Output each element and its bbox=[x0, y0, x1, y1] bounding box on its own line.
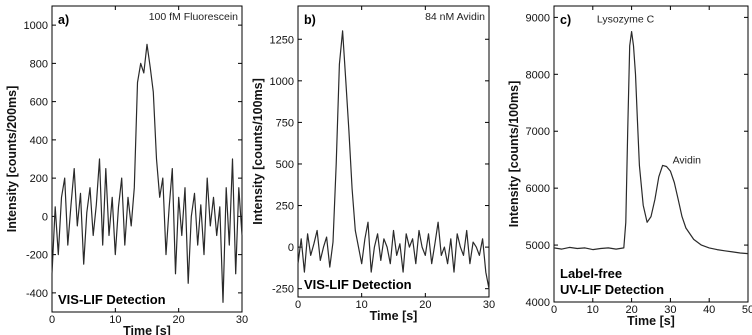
y-tick-label: -200 bbox=[26, 250, 48, 262]
y-tick-label: 250 bbox=[276, 201, 294, 213]
y-tick-label: 1000 bbox=[24, 20, 48, 32]
x-tick-label: 0 bbox=[551, 304, 557, 316]
y-tick-label: 1250 bbox=[270, 34, 294, 46]
y-tick-label: 500 bbox=[276, 159, 294, 171]
y-tick-label: 600 bbox=[30, 97, 48, 109]
x-axis-label: Time [s] bbox=[370, 309, 418, 323]
x-tick-label: 30 bbox=[236, 314, 248, 326]
y-tick-label: -400 bbox=[26, 288, 48, 300]
x-tick-label: 10 bbox=[109, 314, 121, 326]
y-tick-label: 750 bbox=[276, 117, 294, 129]
chart-panel-3: 4000 5000 6000 7000 8000 9000 0 10 20 30 40 50 Time … bbox=[507, 5, 752, 328]
panel-label: b) bbox=[304, 13, 316, 27]
chart-panel-1: -400 -200 0 200 400 600 800 1000 0 10 20 30 Time [s]… bbox=[5, 5, 248, 335]
y-axis-label: Intensity [counts/100ms] bbox=[507, 81, 521, 228]
x-tick-label: 20 bbox=[625, 304, 637, 316]
series-line bbox=[553, 31, 749, 255]
x-tick-label: 20 bbox=[419, 299, 431, 311]
detection-text: Label-free bbox=[560, 266, 622, 281]
x-tick-label: 10 bbox=[356, 299, 368, 311]
detection-text: UV-LIF Detection bbox=[560, 282, 664, 297]
plot-frame bbox=[51, 5, 243, 313]
x-tick-label: 10 bbox=[587, 304, 599, 316]
x-tick-label: 30 bbox=[664, 304, 676, 316]
plot-frame bbox=[553, 5, 749, 303]
y-tick-label: 0 bbox=[42, 211, 48, 223]
y-tick-label: 1000 bbox=[270, 76, 294, 88]
x-tick-label: 0 bbox=[49, 314, 55, 326]
y-tick-label: 6000 bbox=[526, 183, 550, 195]
y-tick-label: 0 bbox=[288, 242, 294, 254]
y-axis-label: Intensity [counts/200ms] bbox=[5, 86, 19, 233]
y-tick-label: 800 bbox=[30, 58, 48, 70]
x-tick-label: 20 bbox=[173, 314, 185, 326]
concentration-annotation: 100 fM Fluorescein bbox=[149, 11, 238, 23]
x-tick-label: 30 bbox=[483, 299, 495, 311]
peak-annotation: Lysozyme C bbox=[597, 13, 655, 25]
plot-frame bbox=[297, 5, 490, 298]
y-tick-label: 200 bbox=[30, 173, 48, 185]
series-line bbox=[51, 43, 243, 303]
y-tick-label: 9000 bbox=[526, 12, 550, 24]
x-axis-label: Time [s] bbox=[627, 314, 675, 328]
panel-label: a) bbox=[58, 13, 69, 27]
series-line bbox=[297, 30, 490, 289]
x-tick-label: 50 bbox=[742, 304, 752, 316]
y-tick-label: 4000 bbox=[526, 297, 550, 309]
x-tick-label: 40 bbox=[703, 304, 715, 316]
y-tick-label: 7000 bbox=[526, 126, 550, 138]
y-axis-label: Intensity [counts/100ms] bbox=[251, 78, 265, 225]
detection-text: VIS-LIF Detection bbox=[304, 277, 412, 292]
x-tick-label: 0 bbox=[295, 299, 301, 311]
y-tick-label: -250 bbox=[272, 284, 294, 296]
x-axis-label: Time [s] bbox=[123, 324, 171, 335]
peak-annotation: Avidin bbox=[673, 154, 702, 166]
detection-text: VIS-LIF Detection bbox=[58, 292, 166, 307]
y-tick-label: 400 bbox=[30, 135, 48, 147]
y-tick-label: 8000 bbox=[526, 69, 550, 81]
panel-label: c) bbox=[560, 13, 571, 27]
concentration-annotation: 84 nM Avidin bbox=[425, 11, 485, 23]
y-tick-label: 5000 bbox=[526, 240, 550, 252]
